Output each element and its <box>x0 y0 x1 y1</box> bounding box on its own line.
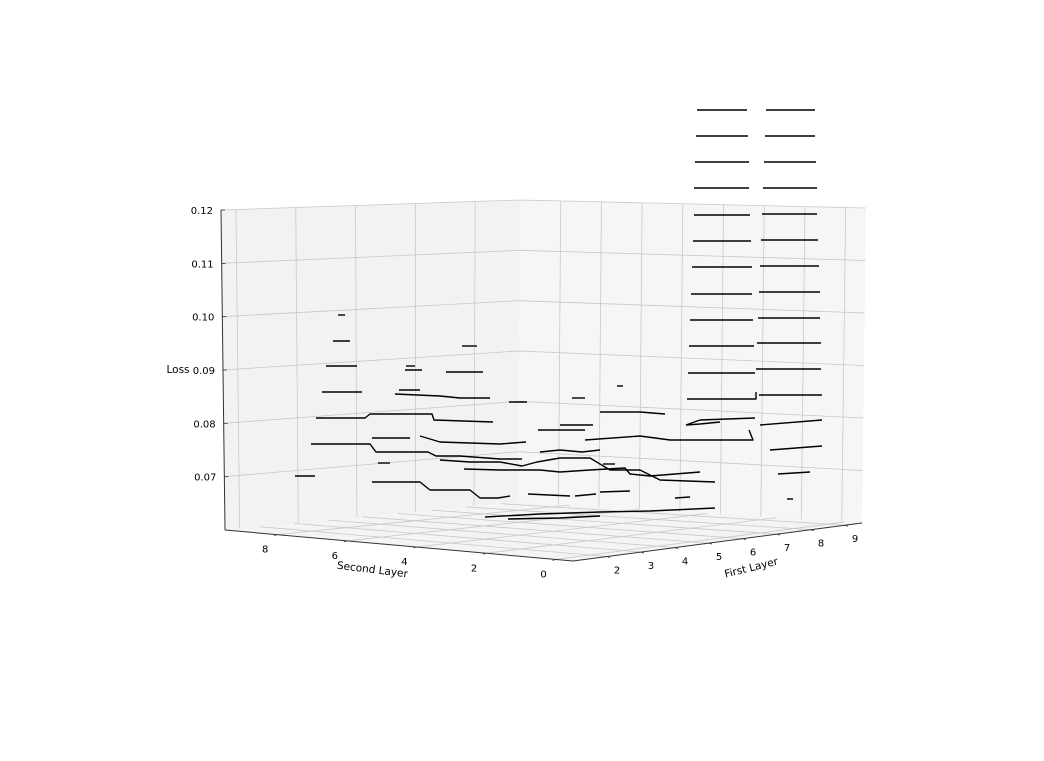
contour-line <box>600 491 630 492</box>
z-tick-label: 0.09 <box>193 366 215 377</box>
x-tick-label: 6 <box>750 548 756 559</box>
x-tick-label: 5 <box>716 552 722 563</box>
z-tick-label: 0.10 <box>192 313 214 324</box>
z-tick-label: 0.08 <box>193 419 215 430</box>
z-axis-label: Loss <box>166 364 189 376</box>
x-tick-label: 3 <box>648 561 654 572</box>
z-tick-label: 0.07 <box>194 473 216 484</box>
z-tick-label: 0.12 <box>191 206 213 217</box>
y-tick-label: 0 <box>540 569 546 580</box>
x-tick-label: 9 <box>852 534 858 545</box>
y-axis-label: Second Layer <box>336 560 409 581</box>
x-tick-label: 8 <box>818 539 824 550</box>
x-axis-label: First Layer <box>723 555 780 580</box>
y-tick-label: 4 <box>401 557 407 568</box>
z-tick-label: 0.11 <box>191 259 213 270</box>
contour-line <box>675 497 690 498</box>
x-tick-label: 2 <box>614 566 620 577</box>
axis-panes <box>221 200 866 561</box>
x-tick-label: 7 <box>784 543 790 554</box>
y-tick-label: 8 <box>262 545 268 556</box>
x-tick-label: 4 <box>682 557 688 568</box>
back-right-pane <box>518 200 866 523</box>
y-tick-label: 2 <box>471 563 477 574</box>
